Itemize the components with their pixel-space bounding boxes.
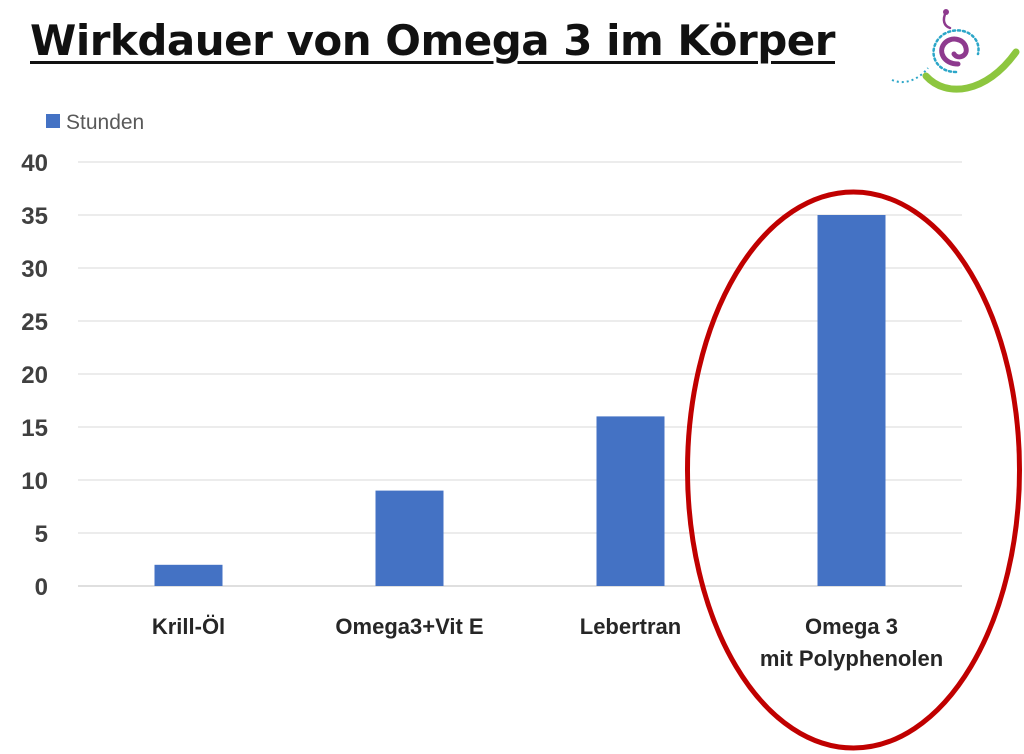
x-tick-label: Omega3+Vit E — [335, 614, 483, 639]
y-tick-label: 5 — [35, 521, 48, 548]
y-axis-ticks: 0 5 10 15 20 25 30 35 40 — [21, 150, 48, 601]
y-tick-label: 30 — [21, 256, 48, 283]
y-tick-label: 0 — [35, 574, 48, 601]
bar — [375, 490, 444, 586]
bar — [154, 564, 223, 586]
legend-label: Stunden — [66, 111, 144, 134]
gridlines — [78, 161, 962, 587]
x-tick-label: Lebertran — [580, 614, 681, 639]
y-tick-label: 20 — [21, 362, 48, 389]
highlight-ellipse — [685, 189, 1022, 751]
x-axis-labels: Krill-Öl Omega3+Vit E Lebertran Omega 3 mit … — [152, 614, 943, 671]
y-tick-label: 15 — [21, 415, 48, 442]
bars — [154, 215, 886, 586]
legend: Stunden — [46, 111, 144, 134]
highlight-group — [685, 189, 1022, 751]
bar — [596, 416, 665, 586]
y-tick-label: 10 — [21, 468, 48, 495]
y-tick-label: 25 — [21, 309, 48, 336]
page-title: Wirkdauer von Omega 3 im Körper — [30, 16, 836, 65]
x-tick-label: Omega 3 — [805, 614, 898, 639]
x-tick-label: mit Polyphenolen — [760, 646, 943, 671]
bar — [817, 215, 886, 586]
y-tick-label: 35 — [21, 203, 48, 230]
x-tick-label: Krill-Öl — [152, 614, 225, 639]
y-tick-label: 40 — [21, 150, 48, 177]
spiral-logo-icon — [891, 9, 1020, 93]
legend-swatch — [46, 114, 60, 128]
